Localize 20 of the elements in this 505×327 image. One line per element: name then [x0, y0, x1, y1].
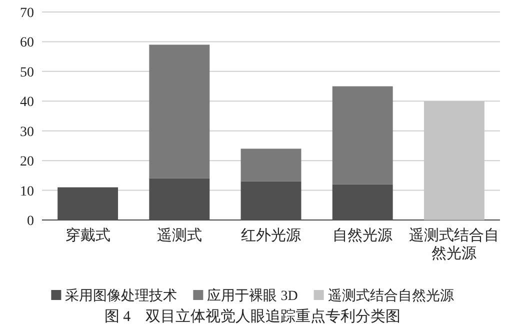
x-tick-label: 自然光源	[332, 227, 393, 244]
x-tick-label: 遥测式结合自然光源	[409, 227, 500, 262]
legend-label: 遥测式结合自然光源	[328, 288, 454, 304]
bar	[149, 44, 210, 178]
y-tick-label: 0	[27, 214, 34, 229]
x-tick-label: 红外光源	[241, 227, 301, 244]
bar	[240, 148, 302, 182]
y-tick-label: 40	[20, 95, 34, 110]
x-tick-label: 遥测式	[156, 227, 202, 244]
y-tick-label: 70	[20, 6, 34, 21]
legend-label: 应用于裸眼 3D	[207, 288, 298, 304]
text: 图 4 双目立体视觉人眼追踪重点专利分类图	[104, 308, 401, 325]
y-tick-label: 60	[20, 36, 34, 51]
bar	[332, 86, 393, 184]
y-tick-label: 30	[20, 124, 34, 140]
y-tick-label: 20	[20, 154, 34, 170]
legend-label: 采用图像处理技术	[65, 288, 178, 304]
y-tick-label: 10	[20, 184, 34, 200]
x-tick-label: 穿戴式	[65, 227, 110, 244]
y-tick-label: 50	[20, 65, 34, 80]
